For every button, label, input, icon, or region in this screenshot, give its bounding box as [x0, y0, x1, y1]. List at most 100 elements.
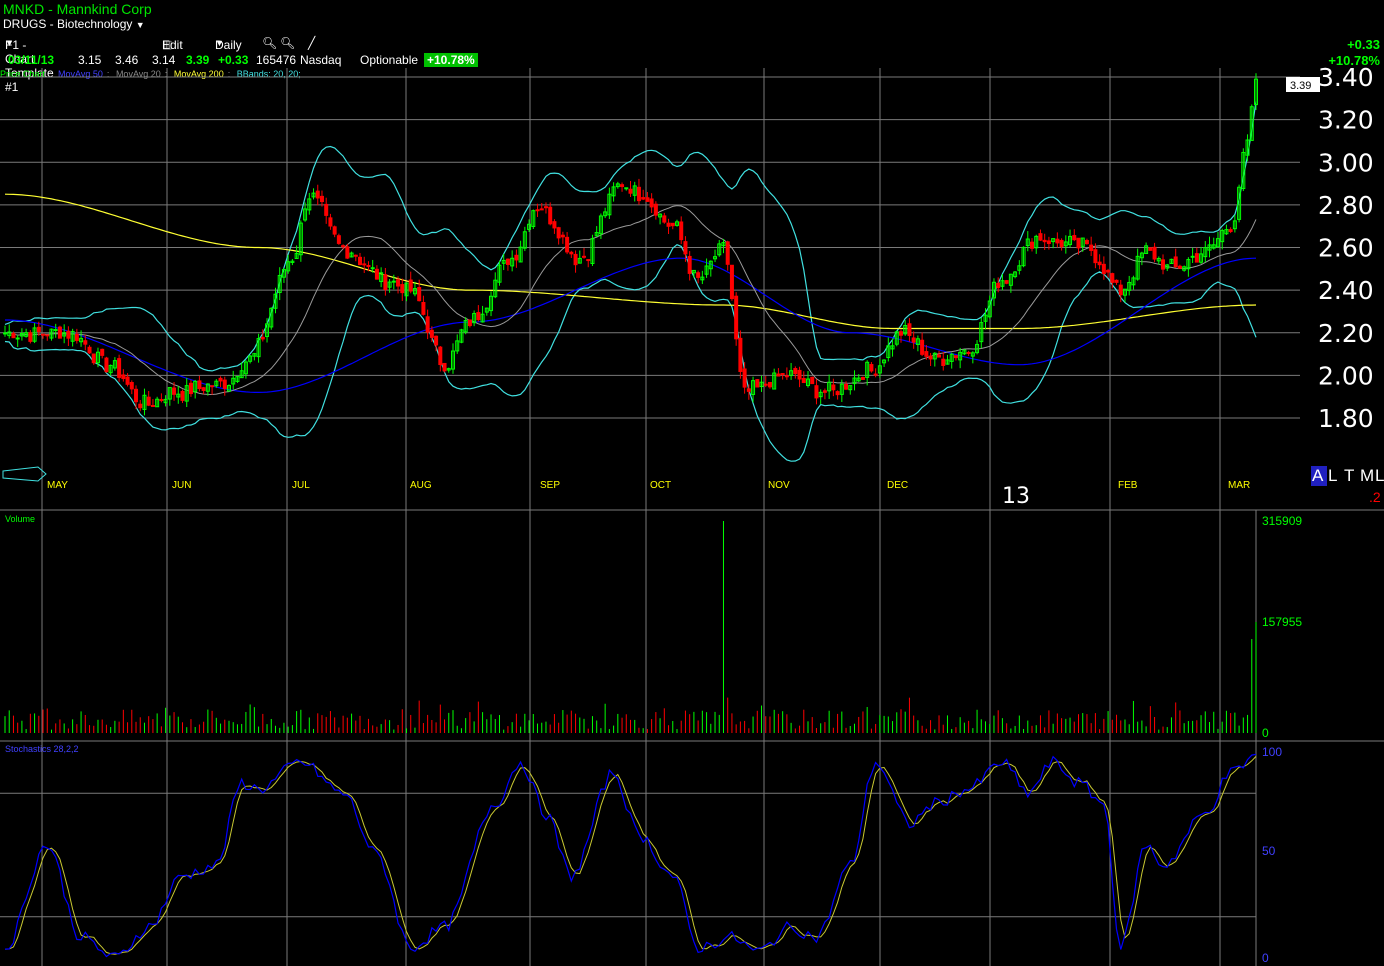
- tab-m[interactable]: M: [1360, 466, 1378, 485]
- candle-body: [1148, 247, 1153, 251]
- candle-body: [586, 259, 591, 262]
- candle-body: [607, 193, 612, 216]
- candle-body: [1207, 244, 1212, 251]
- industry-group-selector[interactable]: DRUGS - Biotechnology ▼: [3, 17, 145, 31]
- candle-body: [772, 372, 777, 390]
- stochastics-tick-label: 50: [1262, 844, 1276, 858]
- candle-body: [484, 307, 489, 313]
- tab-l[interactable]: L: [1328, 466, 1341, 485]
- candle-body: [645, 197, 650, 202]
- candle-body: [763, 383, 768, 386]
- candle-body: [932, 352, 937, 360]
- draw-line-icon[interactable]: ╱: [308, 36, 316, 50]
- legend-ma20[interactable]: MovAvg 20: [115, 69, 161, 79]
- month-label: FEB: [1118, 480, 1138, 491]
- candle-body: [7, 331, 12, 337]
- candle-body: [341, 245, 346, 248]
- candle-body: [197, 380, 202, 390]
- candle-body: [231, 377, 236, 385]
- legend-price-chart[interactable]: Price Chart: [0, 69, 46, 79]
- candle-body: [683, 241, 688, 255]
- candle-body: [438, 346, 443, 366]
- candle-body: [493, 279, 498, 298]
- candle-body: [1161, 259, 1166, 270]
- candle-body: [134, 388, 139, 403]
- candle-body: [1084, 240, 1089, 245]
- candle-body: [527, 223, 532, 230]
- candle-body: [552, 221, 557, 229]
- candle-body: [1017, 265, 1022, 271]
- candle-body: [548, 206, 553, 225]
- candle-body: [806, 378, 811, 387]
- stochastics-panel-label: Stochastics 28,2,2: [5, 744, 79, 754]
- candle-body: [924, 351, 929, 357]
- candle-body: [953, 355, 958, 359]
- candle-body: [1211, 244, 1216, 249]
- tab-a[interactable]: A: [1311, 466, 1328, 486]
- candle-body: [928, 355, 933, 360]
- candle-body: [915, 338, 920, 346]
- candle-body: [1034, 235, 1039, 249]
- candle-body: [193, 380, 198, 393]
- candle-body: [1232, 220, 1237, 230]
- candle-body: [273, 293, 278, 309]
- right-change-percent: +10.78%: [1328, 53, 1380, 68]
- candle-body: [408, 279, 413, 292]
- legend-ma50[interactable]: MovAvg 50: [58, 69, 103, 79]
- candle-body: [975, 343, 980, 354]
- tab-l2[interactable]: L: [1375, 466, 1384, 485]
- candle-body: [848, 385, 853, 391]
- candle-body: [653, 203, 658, 216]
- moving-averages: [4, 193, 1257, 396]
- candle-body: [560, 234, 565, 238]
- candle-body: [184, 385, 189, 402]
- candle-body: [1144, 245, 1149, 255]
- candle-body: [865, 361, 870, 378]
- candle-body: [979, 322, 984, 343]
- price-tick-label: 1.80: [1318, 404, 1374, 433]
- legend-ma200[interactable]: MovAvg 200: [173, 69, 224, 79]
- candle-body: [501, 259, 506, 264]
- candle-body: [1106, 269, 1111, 273]
- candle-body: [949, 353, 954, 362]
- volume-bars: [4, 521, 1257, 733]
- legend-bbands[interactable]: BBands: 20, 20;: [236, 69, 301, 79]
- candle-body: [894, 331, 899, 345]
- edit-label: Edit: [162, 38, 183, 52]
- candle-body: [1063, 241, 1068, 247]
- candle-body: [57, 326, 62, 339]
- candle-body: [172, 387, 177, 395]
- last-price-tag: 3.39: [1290, 80, 1311, 92]
- zoom-in-icon[interactable]: 🔍︎: [262, 36, 278, 50]
- candle-body: [239, 370, 244, 379]
- candle-body: [725, 241, 730, 265]
- candle-body: [336, 235, 341, 244]
- chevron-down-icon: ▼: [135, 20, 145, 30]
- candle-body: [180, 390, 185, 401]
- month-label: JUN: [172, 480, 191, 491]
- candle-body: [831, 384, 836, 391]
- candle-body: [877, 365, 882, 374]
- candle-body: [391, 280, 396, 283]
- candle-body: [188, 382, 193, 395]
- candle-body: [751, 380, 756, 395]
- candle-body: [315, 190, 320, 199]
- price-tick-label: 2.40: [1318, 276, 1374, 305]
- candle-body: [442, 362, 447, 372]
- tab-t[interactable]: T: [1344, 466, 1358, 485]
- candle-body: [590, 238, 595, 264]
- candles: [3, 73, 1258, 416]
- candle-body: [362, 263, 367, 266]
- candle-body: [691, 269, 696, 274]
- candle-body: [1173, 256, 1178, 268]
- indicator-legend: Price Chart: MovAvg 50: MovAvg 20: MovAv…: [0, 69, 301, 79]
- zoom-out-icon[interactable]: 🔍︎: [280, 36, 296, 50]
- candle-body: [1199, 253, 1204, 263]
- candle-body: [345, 246, 350, 259]
- candle-body: [142, 394, 147, 410]
- candle-body: [662, 215, 667, 223]
- candle-body: [159, 399, 164, 402]
- candle-body: [966, 351, 971, 354]
- candle-body: [463, 320, 468, 333]
